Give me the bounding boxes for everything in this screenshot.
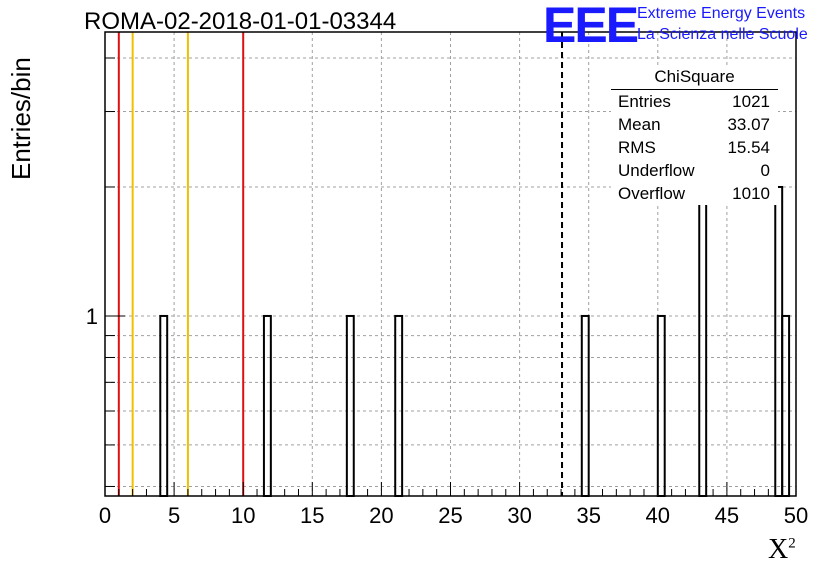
- histogram-bar: [656, 314, 666, 497]
- histogram-bar: [394, 314, 404, 497]
- reference-lines: [117, 32, 564, 496]
- stats-row-mean: Mean 33.07: [611, 113, 778, 136]
- stats-value: 1021: [732, 92, 770, 111]
- x-axis-label-base: X: [768, 534, 789, 565]
- x-tick-label: 35: [576, 503, 600, 528]
- chart-title: ROMA-02-2018-01-01-03344: [84, 8, 397, 35]
- x-tick-label: 10: [231, 503, 255, 528]
- x-axis-label-superscript: 2: [788, 535, 796, 552]
- stats-row-rms: RMS 15.54: [611, 136, 778, 159]
- histogram-bar: [781, 314, 791, 497]
- x-tick-label: 0: [99, 503, 111, 528]
- logo-caption: Extreme Energy Events La Scienza nelle S…: [637, 3, 808, 45]
- stats-box: ChiSquare Entries 1021 Mean 33.07 RMS 15…: [611, 66, 778, 205]
- logo-caption-line1: Extreme Energy Events: [637, 5, 806, 22]
- x-tick-label: 30: [507, 503, 531, 528]
- histogram-bar: [262, 314, 272, 497]
- y-axis-label: Entries/bin: [6, 57, 36, 180]
- stats-value: 0: [760, 161, 770, 180]
- x-tick-label: 15: [300, 503, 324, 528]
- stats-row-overflow: Overflow 1010: [611, 182, 778, 205]
- axis-ticks: [104, 57, 797, 496]
- y-tick-label: 1: [86, 304, 98, 329]
- histogram-bar: [774, 185, 784, 498]
- stats-label: Entries: [618, 92, 671, 111]
- eee-logo: EEE: [543, 0, 639, 53]
- x-axis-label: X2: [768, 534, 796, 566]
- stats-label: RMS: [618, 138, 656, 157]
- x-tick-label: 50: [784, 503, 808, 528]
- x-tick-label: 25: [438, 503, 462, 528]
- logo-caption-line2: La Scienza nelle Scuole: [637, 26, 808, 43]
- stats-label: Mean: [618, 115, 661, 134]
- stats-label: Overflow: [618, 184, 686, 203]
- x-tick-label: 40: [646, 503, 670, 528]
- stats-row-entries: Entries 1021: [611, 90, 778, 113]
- histogram-bar: [345, 314, 355, 497]
- stats-box-title: ChiSquare: [611, 66, 778, 90]
- stats-label: Underflow: [618, 161, 695, 180]
- axis-tick-labels: 0 5 10 15 20 25 30 35 40 45 50 1: [86, 304, 808, 528]
- histogram-bar: [580, 314, 590, 497]
- stats-value: 15.54: [727, 138, 770, 157]
- stats-row-underflow: Underflow 0: [611, 159, 778, 182]
- histogram-bar: [698, 185, 708, 498]
- x-tick-label: 5: [168, 503, 180, 528]
- stats-value: 1010: [732, 184, 770, 203]
- x-tick-label: 20: [369, 503, 393, 528]
- histogram-bar: [159, 314, 169, 497]
- stats-value: 33.07: [727, 115, 770, 134]
- histogram-bars: [159, 185, 791, 498]
- x-tick-label: 45: [715, 503, 739, 528]
